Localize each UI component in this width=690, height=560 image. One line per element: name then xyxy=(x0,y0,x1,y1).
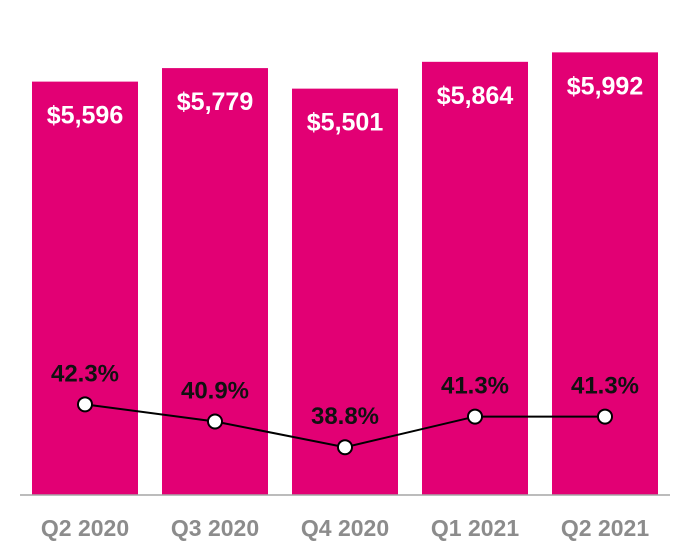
bar-q1-2021 xyxy=(422,61,528,495)
x-tick-label: Q2 2020 xyxy=(41,515,129,541)
bar-value-label: $5,596 xyxy=(47,102,123,130)
bar-q2-2021 xyxy=(552,52,658,495)
margin-point xyxy=(597,408,613,425)
bars-layer: $5,596 $5,779 $5,501 $5,864 $5,992 xyxy=(32,52,658,496)
bar-value-label: $5,779 xyxy=(177,88,253,116)
bar-q3-2020 xyxy=(162,68,268,496)
margin-point xyxy=(337,439,353,456)
x-axis-ticks: Q2 2020 Q3 2020 Q4 2020 Q1 2021 Q2 2021 xyxy=(41,515,649,541)
margin-point xyxy=(77,396,93,413)
bar-q2-2020 xyxy=(32,81,138,495)
bar-value-label: $5,992 xyxy=(567,72,643,100)
x-tick-label: Q3 2020 xyxy=(171,515,259,541)
margin-point xyxy=(467,408,483,425)
margin-value-label: 41.3% xyxy=(441,373,509,400)
bar-value-label: $5,501 xyxy=(307,109,384,137)
x-tick-label: Q4 2020 xyxy=(301,515,389,541)
x-tick-label: Q2 2021 xyxy=(561,515,649,541)
margin-value-label: 38.8% xyxy=(311,403,379,430)
bar-q4-2020 xyxy=(292,88,398,495)
margin-value-label: 40.9% xyxy=(181,377,249,404)
line-layer: 42.3% 40.9% 38.8% 41.3% 41.3% xyxy=(51,360,639,456)
margin-value-label: 41.3% xyxy=(571,373,639,400)
margin-point xyxy=(207,413,223,430)
margin-value-label: 42.3% xyxy=(51,360,119,387)
x-tick-label: Q1 2021 xyxy=(431,515,519,541)
bar-value-label: $5,864 xyxy=(437,82,514,110)
